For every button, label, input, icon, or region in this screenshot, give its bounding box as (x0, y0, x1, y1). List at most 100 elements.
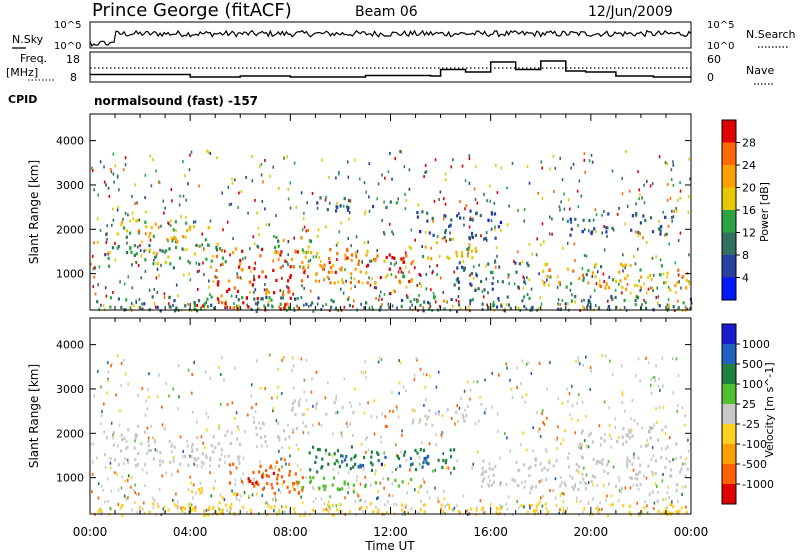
data-cell (384, 424, 387, 428)
data-cell (347, 491, 349, 495)
data-cell (315, 406, 317, 410)
data-cell (507, 495, 510, 499)
data-cell (427, 301, 430, 305)
data-cell (610, 503, 612, 507)
data-cell (586, 444, 589, 448)
data-cell (183, 507, 187, 511)
data-cell (253, 297, 256, 301)
data-cell (409, 306, 411, 310)
data-cell (465, 414, 468, 418)
data-cell (546, 274, 549, 278)
data-cell (306, 408, 309, 411)
data-cell (325, 225, 327, 229)
data-cell (595, 213, 598, 217)
data-cell (111, 246, 114, 250)
data-cell (370, 455, 373, 459)
data-cell (161, 405, 163, 409)
data-cell (150, 184, 153, 188)
data-cell (311, 301, 314, 305)
data-cell (659, 225, 662, 229)
data-cell (484, 411, 487, 415)
data-cell (156, 262, 159, 266)
colorbar-segment (722, 404, 736, 425)
data-cell (386, 273, 389, 277)
data-cell (555, 438, 558, 442)
data-cell (240, 480, 244, 484)
data-cell (262, 180, 264, 184)
data-cell (275, 250, 278, 254)
data-cell (666, 303, 669, 307)
data-cell (144, 173, 147, 177)
data-cell (236, 492, 239, 496)
data-cell (630, 476, 633, 480)
data-cell (182, 450, 184, 454)
data-cell (198, 269, 200, 273)
data-cell (107, 370, 110, 374)
data-cell (584, 170, 586, 174)
data-cell (340, 221, 342, 225)
data-cell (177, 364, 180, 368)
data-cell (475, 506, 478, 510)
data-cell (428, 408, 431, 413)
data-cell (523, 276, 526, 280)
data-cell (557, 298, 560, 302)
data-cell (551, 232, 553, 236)
colorbar-tick-label: 500 (742, 358, 763, 371)
data-cell (598, 508, 601, 512)
data-cell (322, 304, 324, 308)
data-cell (348, 199, 350, 202)
data-cell (107, 500, 109, 504)
data-cell (500, 229, 502, 233)
data-cell (400, 257, 403, 261)
data-cell (525, 393, 528, 397)
data-cell (677, 299, 679, 303)
data-cell (630, 228, 633, 232)
data-cell (656, 301, 659, 305)
data-cell (400, 450, 403, 454)
data-cell (170, 236, 173, 240)
data-cell (637, 230, 640, 234)
data-cell (323, 263, 326, 267)
data-cell (163, 250, 166, 254)
data-cell (360, 505, 363, 510)
data-cell (336, 449, 340, 453)
data-cell (396, 306, 398, 310)
data-cell (643, 282, 645, 286)
data-cell (587, 298, 590, 303)
colorbar-segment (722, 165, 736, 188)
data-cell (600, 508, 603, 511)
data-cell (525, 307, 528, 311)
data-cell (337, 460, 340, 464)
data-cell (321, 267, 325, 271)
data-cell (655, 296, 658, 299)
data-cell (92, 267, 95, 271)
data-cell (185, 248, 188, 252)
data-cell (259, 254, 262, 258)
data-cell (178, 256, 182, 260)
data-cell (684, 414, 686, 418)
data-cell (143, 302, 146, 306)
data-cell (586, 305, 588, 309)
data-cell (601, 353, 603, 357)
data-cell (167, 255, 170, 259)
data-cell (291, 356, 294, 360)
data-cell (117, 463, 120, 467)
data-cell (558, 511, 560, 515)
data-cell (443, 497, 446, 501)
data-cell (483, 192, 485, 196)
data-cell (287, 423, 289, 427)
data-cell (255, 426, 258, 430)
data-cell (153, 440, 157, 444)
data-cell (231, 489, 233, 493)
data-cell (151, 295, 154, 299)
data-cell (336, 508, 339, 512)
data-cell (249, 247, 251, 251)
data-cell (671, 511, 674, 515)
data-cell (93, 394, 96, 398)
data-cell (591, 230, 594, 234)
data-cell (318, 422, 320, 426)
data-cell (379, 481, 381, 485)
data-cell (134, 439, 136, 443)
data-cell (481, 290, 484, 294)
data-cell (145, 225, 148, 229)
